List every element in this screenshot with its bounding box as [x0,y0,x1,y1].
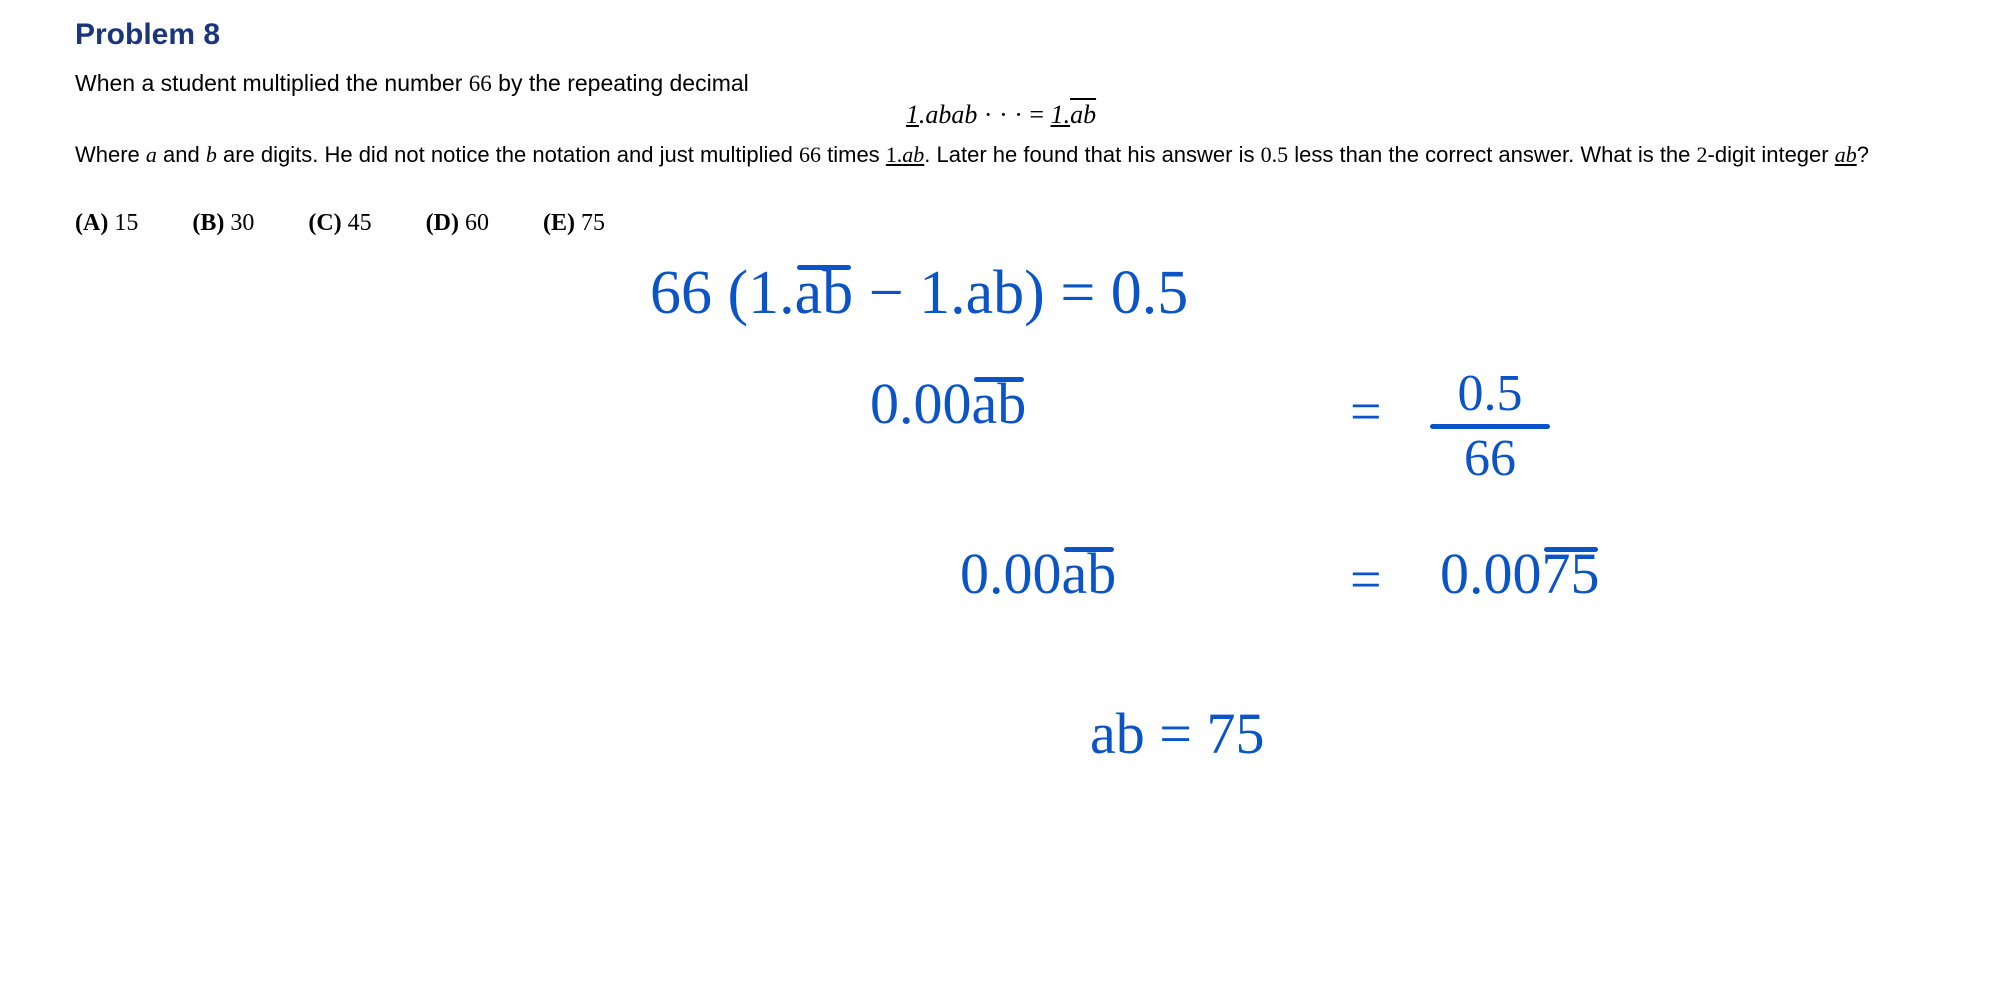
prompt-paragraph: Where a and b are digits. He did not not… [75,140,1869,170]
text: and [157,142,206,167]
choice-d-value: 60 [465,210,489,236]
equation: 1.abab · · · = 1.ab [0,100,2002,130]
choice-a-label: (A) [75,210,108,236]
eq-left-rest: abab [925,100,977,129]
choice-e-label: (E) [543,210,575,236]
u-ab: ab [902,142,924,167]
prompt-line-1: When a student multiplied the number 66 … [75,70,749,97]
fraction-denominator: 66 [1464,433,1516,485]
text: . Later he found that his answer is [924,142,1260,167]
answer-choices: (A) 15 (B) 30 (C) 45 (D) 60 (E) 75 [75,210,605,237]
hand-line-4: ab = 75 [1090,700,1264,767]
u-ab-2: ab [1835,142,1857,167]
page-root: Problem 8 When a student multiplied the … [0,0,2002,1002]
hand-text: 0.00 [870,371,972,436]
num-66: 66 [799,142,821,167]
hand-overline-ab: ab [795,258,854,329]
num-2: 2 [1697,142,1708,167]
hand-line-3-lhs: 0.00ab [960,540,1116,607]
hand-overline-ab: ab [972,370,1027,437]
fraction-numerator: 0.5 [1458,368,1523,420]
text: are digits. He did not notice the notati… [217,142,799,167]
text: less than the correct answer. What is th… [1288,142,1696,167]
prompt-text: by the repeating decimal [492,70,749,96]
hand-text: 0.00 [1440,541,1542,606]
var-b: b [206,142,217,167]
hand-text: − 1.ab) = 0.5 [853,259,1188,327]
var-a: a [146,142,157,167]
hand-line-2-fraction: 0.5 66 [1430,368,1550,485]
choice-c-value: 45 [348,210,372,236]
eq-equals: = [1029,100,1044,129]
hand-overline-ab: ab [1062,540,1117,607]
eq-ellipsis: · · · [977,100,1029,129]
hand-line-2-lhs: 0.00ab [870,370,1026,437]
choice-a-value: 15 [114,210,138,236]
hand-line-3-rhs: 0.0075 [1440,540,1600,607]
choice-c-label: (C) [308,210,341,236]
hand-line-1: 66 (1.ab − 1.ab) = 0.5 [650,258,1188,329]
problem-title: Problem 8 [75,18,220,52]
eq-right-overlined: ab [1070,100,1096,129]
text: -digit integer [1708,142,1835,167]
eq-left-underlined: 1 [906,100,919,129]
text: Where [75,142,146,167]
prompt-number-66: 66 [469,71,492,96]
text: times [821,142,886,167]
u-1dot: 1. [886,142,903,167]
choice-d-label: (D) [426,210,459,236]
hand-line-2-eq: = [1350,380,1382,444]
choice-e-value: 75 [581,210,605,236]
choice-b-value: 30 [230,210,254,236]
hand-text: 0.00 [960,541,1062,606]
prompt-text: When a student multiplied the number [75,70,469,96]
fraction-bar [1430,424,1550,429]
choice-b-label: (B) [192,210,224,236]
hand-overline-75: 75 [1542,540,1600,607]
hand-line-3-eq: = [1350,548,1382,612]
eq-right-underlined: 1. [1051,100,1071,129]
val-0-5: 0.5 [1261,142,1289,167]
text: ? [1857,142,1869,167]
hand-text: 66 (1. [650,259,795,327]
